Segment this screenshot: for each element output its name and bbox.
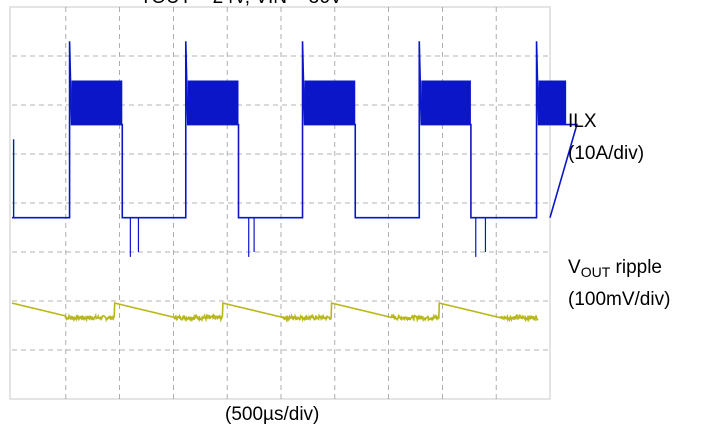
chart-title-cut: TOUT = 24V, VIN = 36V	[140, 0, 342, 9]
time-scale-label: (500µs/div)	[225, 404, 320, 425]
vout-ripple-trace	[11, 302, 539, 323]
ilx-trace-envelope	[12, 41, 578, 219]
vout-tail-text: ripple	[610, 257, 662, 278]
ilx-burst-band	[538, 80, 567, 125]
vout-ripple-label: VOUT ripple	[568, 257, 662, 280]
plot-frame	[9, 6, 551, 400]
grid	[12, 7, 550, 399]
ilx-scale-label: (10A/div)	[568, 143, 645, 164]
vout-scale-label: (100mV/div)	[568, 289, 671, 310]
vout-main-text: V	[568, 257, 581, 278]
vout-subscript: OUT	[580, 264, 611, 280]
ilx-label: ILX	[568, 111, 597, 132]
traces	[11, 41, 578, 323]
ilx-burst-band	[304, 80, 356, 125]
ilx-burst-band	[71, 80, 123, 125]
ilx-burst-band	[187, 80, 239, 125]
ilx-burst-band	[421, 80, 471, 125]
